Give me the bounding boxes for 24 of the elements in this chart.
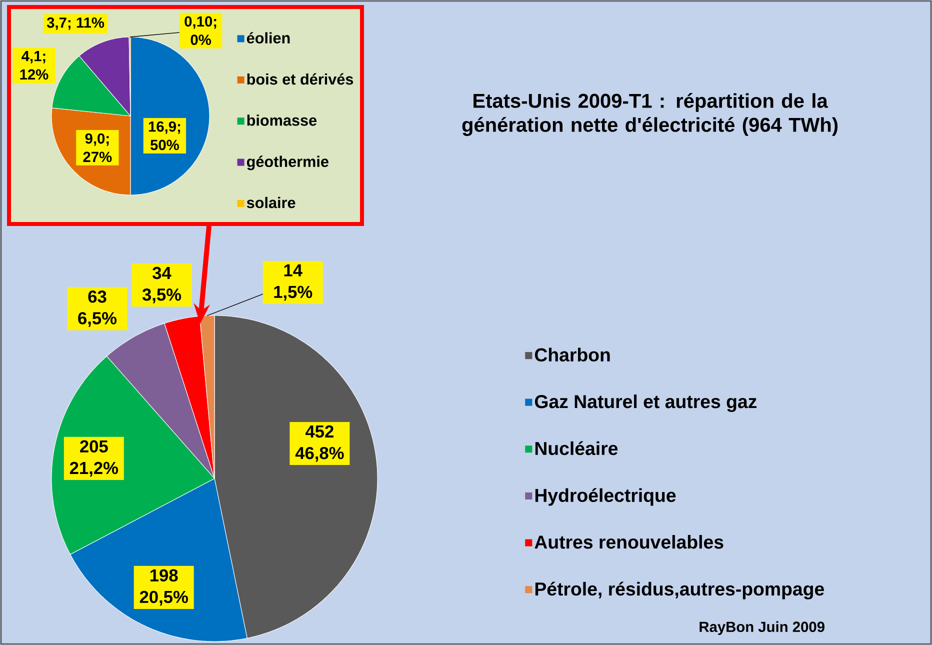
- data-label: 34 3,5%: [142, 266, 182, 304]
- data-label: 14 1,5%: [274, 264, 312, 301]
- data-label: 4,1; 12%: [20, 51, 48, 80]
- data-label: 205 21,2%: [70, 440, 118, 477]
- data-label: 63 6,5%: [78, 290, 117, 327]
- legend-label: biomasse: [247, 114, 317, 126]
- data-label: 9,0; 27%: [83, 133, 112, 162]
- data-label: 452 46,8%: [295, 425, 344, 462]
- legend-label: Charbon: [534, 348, 610, 362]
- legend-label: Hydroélectrique: [535, 488, 676, 506]
- data-label: 3,7; 11%: [46, 17, 104, 30]
- legend-label: Gaz Naturel et autres gaz: [534, 394, 757, 412]
- data-label: 0,10; 0%: [184, 16, 216, 45]
- chart-title: Etats-Unis 2009-T1 : répartition de la génération nette d'électricité (964 TWh): [462, 93, 838, 136]
- data-label: 16,9; 50%: [148, 121, 180, 150]
- text: RayBon Juin 2009: [700, 621, 824, 635]
- data-label: 198 20,5%: [140, 569, 188, 606]
- legend-label: Autres renouvelables: [534, 535, 724, 549]
- legend-label: éolien: [246, 32, 290, 44]
- legend-label: solaire: [246, 196, 296, 208]
- legend-label: Pétrole, résidus,autres-pompage: [535, 582, 824, 600]
- legend-label: géothermie: [246, 156, 328, 170]
- legend-label: bois et dérivés: [247, 73, 354, 85]
- legend-label: Nucléaire: [535, 441, 618, 456]
